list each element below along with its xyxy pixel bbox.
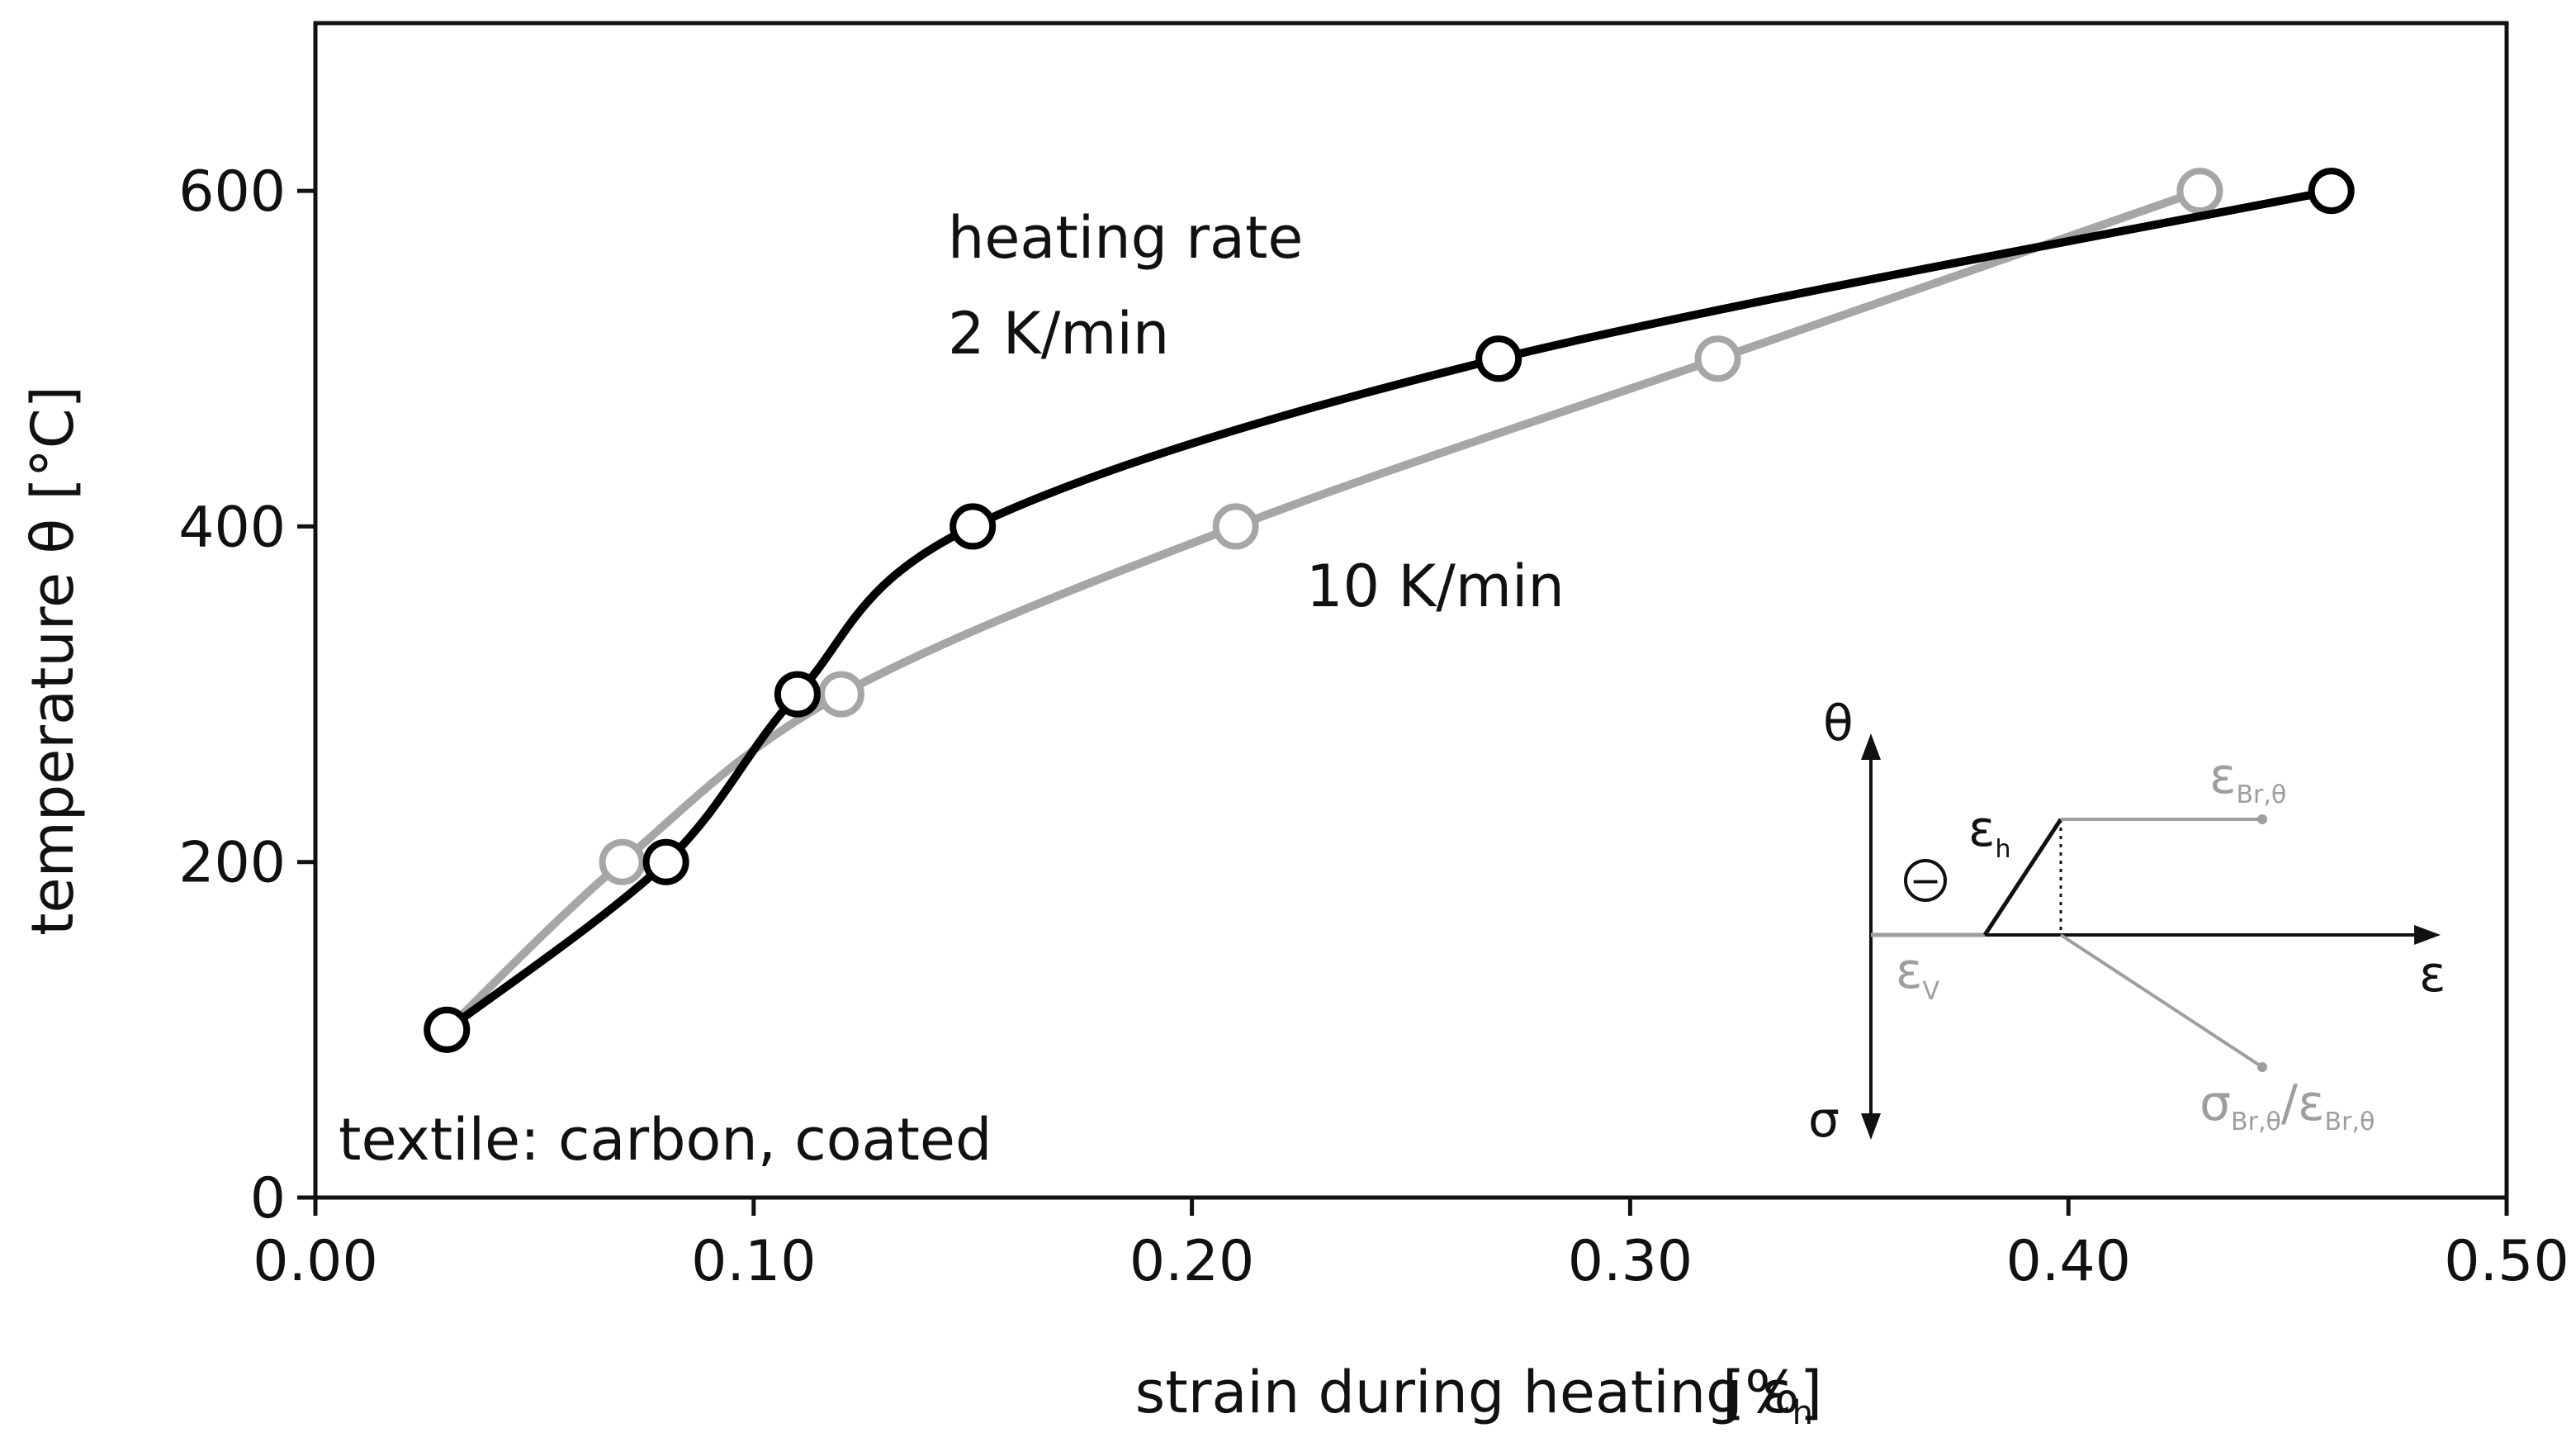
data-point bbox=[949, 503, 997, 550]
data-point bbox=[1212, 503, 1259, 550]
inset-eps-h-line bbox=[1982, 818, 2063, 937]
inset-eps-h-sub: h bbox=[1995, 835, 2010, 864]
x-tick-label: 0.40 bbox=[2005, 1229, 2130, 1294]
inset-slash: / bbox=[2281, 1075, 2299, 1132]
x-tick-label: 0.20 bbox=[1129, 1229, 1254, 1294]
x-axis-title-unit: [%] bbox=[1722, 1359, 1822, 1426]
data-point bbox=[817, 671, 864, 718]
series-2k-min bbox=[424, 168, 2355, 1053]
data-point bbox=[642, 838, 689, 885]
data-point bbox=[2308, 168, 2355, 215]
data-point bbox=[1475, 335, 1522, 382]
inset-minus-sign: − bbox=[1910, 858, 1942, 903]
inset-eps-br-point bbox=[2257, 814, 2267, 824]
inset-up-arrow-icon bbox=[1861, 733, 1881, 760]
y-tick-label: 0 bbox=[250, 1166, 286, 1231]
inset-eps-br-sub: Br,θ bbox=[2236, 780, 2286, 809]
inset-right-arrow-icon bbox=[2414, 925, 2441, 945]
inset-eps-br-label: εBr,θ bbox=[2209, 747, 2286, 809]
inset-eps-h-label: εh bbox=[1968, 800, 2010, 864]
data-point bbox=[2176, 168, 2223, 215]
x-tick-label: 0.00 bbox=[253, 1229, 377, 1294]
plot-frame bbox=[313, 21, 2509, 1200]
y-tick-label: 600 bbox=[178, 159, 286, 225]
data-point bbox=[424, 1006, 471, 1053]
inset-eps-v-label: εV bbox=[1896, 942, 1939, 1006]
annotation-textile: textile: carbon, coated bbox=[339, 1106, 992, 1174]
x-axis-ticks: 0.00 0.10 0.20 0.30 0.40 0.50 bbox=[253, 1198, 2569, 1294]
annotation-2k-min: 2 K/min bbox=[948, 300, 1169, 368]
inset-theta-label: θ bbox=[1823, 695, 1854, 752]
x-axis-title: strain during heating εh bbox=[1135, 1359, 1813, 1432]
y-tick-label: 200 bbox=[178, 831, 286, 896]
inset-sigma-br-label: σBr,θ/εBr,θ bbox=[2200, 1075, 2375, 1136]
inset-schematic: − θ σ ε εh εV εBr,θ σBr,θ/εBr,θ bbox=[1808, 695, 2446, 1149]
x-axis-title-sub: h bbox=[1792, 1394, 1813, 1432]
annotation-10k-min: 10 K/min bbox=[1306, 553, 1565, 620]
y-tick-label: 400 bbox=[178, 495, 286, 560]
x-tick-label: 0.10 bbox=[691, 1229, 816, 1294]
series-layer bbox=[424, 168, 2355, 1053]
x-tick-label: 0.50 bbox=[2444, 1229, 2569, 1294]
inset-sigma-br-line bbox=[2059, 933, 2264, 1069]
inset-down-arrow-icon bbox=[1861, 1113, 1881, 1140]
inset-eps-v-sub: V bbox=[1922, 977, 1939, 1006]
y-axis-title: temperature θ [°C] bbox=[19, 386, 87, 936]
annotation-heating-rate: heating rate bbox=[948, 204, 1303, 272]
inset-epsilon-label: ε bbox=[2419, 946, 2446, 1003]
data-point bbox=[1694, 335, 1741, 382]
inset-eps-br2-sub: Br,θ bbox=[2325, 1108, 2375, 1136]
inset-minus-circle-icon bbox=[1904, 859, 1947, 902]
x-tick-label: 0.30 bbox=[1568, 1229, 1693, 1294]
inset-sigma-br-point bbox=[2257, 1062, 2267, 1072]
inset-sigma-label: σ bbox=[1808, 1091, 1840, 1149]
y-axis-ticks: 0 200 400 600 bbox=[178, 159, 315, 1231]
data-point bbox=[774, 671, 821, 718]
inset-sigma-br-sub: Br,θ bbox=[2231, 1108, 2281, 1136]
data-point bbox=[599, 838, 646, 885]
